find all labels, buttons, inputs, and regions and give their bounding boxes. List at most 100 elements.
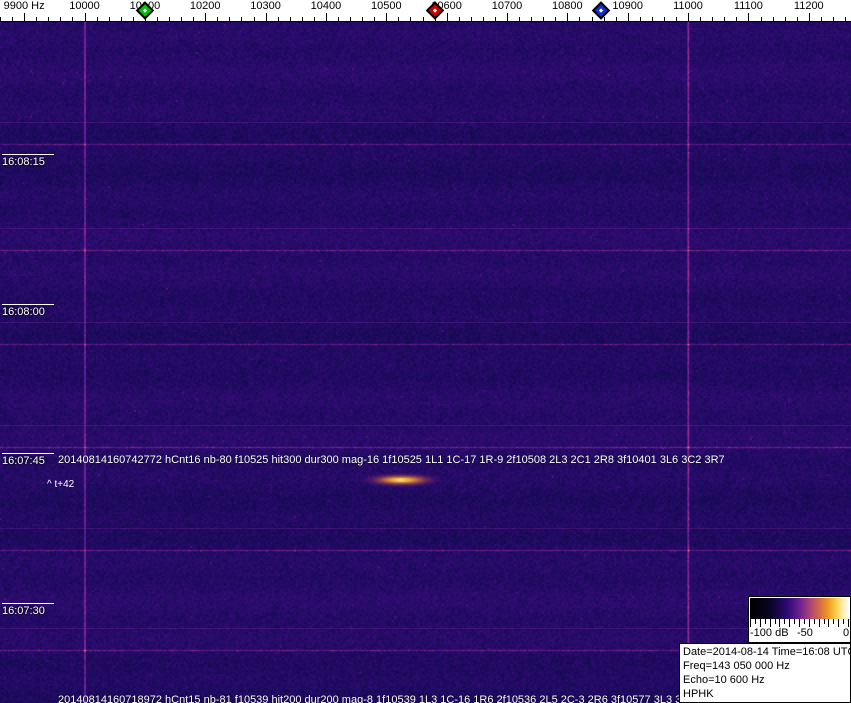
blue-marker[interactable] [591, 1, 610, 20]
ruler-label: 9900 Hz [3, 0, 45, 12]
ruler-tick [205, 13, 207, 22]
ruler-label: 10000 [69, 0, 100, 12]
ruler-tick [386, 13, 388, 22]
event-primary: 20140814160742772 hCnt16 nb-80 f10525 hi… [58, 454, 725, 466]
ruler-tick [470, 17, 472, 22]
horizontal-gridline [0, 628, 851, 629]
ruler-tick [422, 17, 424, 22]
colorbar-label-mid: -50 [797, 627, 813, 639]
colorbar-tick [754, 619, 756, 624]
colorbar-tick [848, 619, 849, 627]
spectrogram-waterfall[interactable]: 16:08:15 16:08:00 16:07:45 16:07:30 2014081… [0, 22, 851, 703]
colorbar-tick [843, 619, 845, 624]
colorbar-tick [779, 619, 781, 627]
ruler-tick [543, 17, 545, 22]
ruler-tick [253, 17, 255, 22]
ruler-tick [350, 17, 352, 22]
horizontal-gridline [0, 528, 851, 529]
colorbar-tick [759, 619, 761, 627]
ruler-label: 10700 [491, 0, 523, 12]
event-primary-offset-marker: ^ t+42 [47, 479, 75, 490]
ruler-tick [567, 13, 569, 22]
colorbar-tick [808, 619, 810, 627]
ruler-tick [651, 17, 653, 22]
time-tick [2, 603, 54, 604]
ruler-tick [362, 17, 364, 22]
ruler-tick [277, 17, 279, 22]
time-tick [2, 453, 54, 454]
station-info-box: Date=2014-08-14 Time=16:08 UTC Freq=143 … [679, 643, 851, 703]
colorbar-tick [774, 619, 776, 624]
colorbar-tick [838, 619, 840, 627]
colorbar-tick [813, 619, 815, 624]
ruler-tick [736, 17, 738, 22]
colorbar-tick [764, 619, 766, 624]
vertical-gridline [687, 22, 689, 703]
colorbar-tick [789, 619, 791, 627]
ruler-tick [482, 17, 484, 22]
colorbar-tick [823, 619, 825, 624]
ruler-tick [615, 17, 617, 22]
ruler-label: 10800 [552, 0, 583, 12]
frequency-ruler[interactable]: 9900 Hz100001010010200103001040010500106… [0, 0, 851, 22]
ruler-tick [688, 13, 689, 22]
ruler-tick [808, 13, 810, 22]
ruler-tick [193, 17, 195, 22]
colorbar-tick [803, 619, 805, 624]
ruler-tick [132, 17, 134, 22]
ruler-tick [374, 17, 376, 22]
time-tick [2, 304, 54, 305]
ruler-tick [84, 13, 86, 22]
ruler-tick [748, 13, 750, 22]
time-tick [2, 154, 54, 155]
power-colorbar: -100 dB -50 0 [748, 596, 851, 643]
colorbar-labels: -100 dB -50 0 [749, 627, 850, 642]
ruler-tick [700, 17, 702, 22]
ruler-tick [289, 17, 291, 22]
ruler-tick [12, 17, 14, 22]
info-frequency: Freq=143 050 000 Hz [683, 660, 790, 672]
ruler-tick [639, 17, 641, 22]
ruler-tick [241, 17, 243, 22]
ruler-label: 11000 [673, 0, 703, 12]
ruler-tick [265, 13, 267, 22]
ruler-tick [24, 13, 26, 22]
ruler-tick [494, 17, 496, 22]
horizontal-gridline [0, 425, 851, 426]
colorbar-tick [818, 619, 820, 627]
colorbar-tick [799, 619, 800, 627]
ruler-tick [820, 17, 822, 22]
ruler-tick [531, 17, 533, 22]
time-label: 16:08:15 [2, 156, 45, 168]
ruler-tick [398, 17, 400, 22]
time-label: 16:07:30 [2, 605, 45, 617]
colorbar-tick [784, 619, 786, 624]
marker-center-dot [432, 8, 437, 13]
ruler-tick [724, 17, 726, 22]
ruler-tick [338, 17, 339, 22]
horizontal-gridline [0, 322, 851, 323]
colorbar-ticks [750, 619, 849, 628]
colorbar-gradient [750, 598, 849, 619]
spectrogram-noise-canvas [0, 22, 851, 703]
ruler-tick [72, 17, 74, 22]
ruler-tick [410, 17, 412, 22]
marker-center-dot [598, 8, 603, 13]
ruler-tick [591, 17, 593, 22]
ruler-tick [169, 17, 170, 22]
ruler-tick [627, 13, 629, 22]
ruler-tick [120, 17, 122, 22]
ruler-tick [712, 17, 714, 22]
info-echo-frequency: Echo=10 600 Hz [683, 674, 765, 686]
ruler-tick [772, 17, 774, 22]
ruler-tick [60, 17, 62, 22]
ruler-tick [784, 17, 786, 22]
colorbar-tick [769, 619, 771, 627]
time-label: 16:07:45 [2, 455, 45, 467]
ruler-tick [36, 17, 38, 22]
time-label: 16:08:00 [2, 306, 45, 318]
ruler-label: 10500 [371, 0, 402, 12]
colorbar-label-max: 0 [843, 627, 850, 639]
ruler-tick [446, 13, 448, 22]
ruler-tick [845, 17, 846, 22]
